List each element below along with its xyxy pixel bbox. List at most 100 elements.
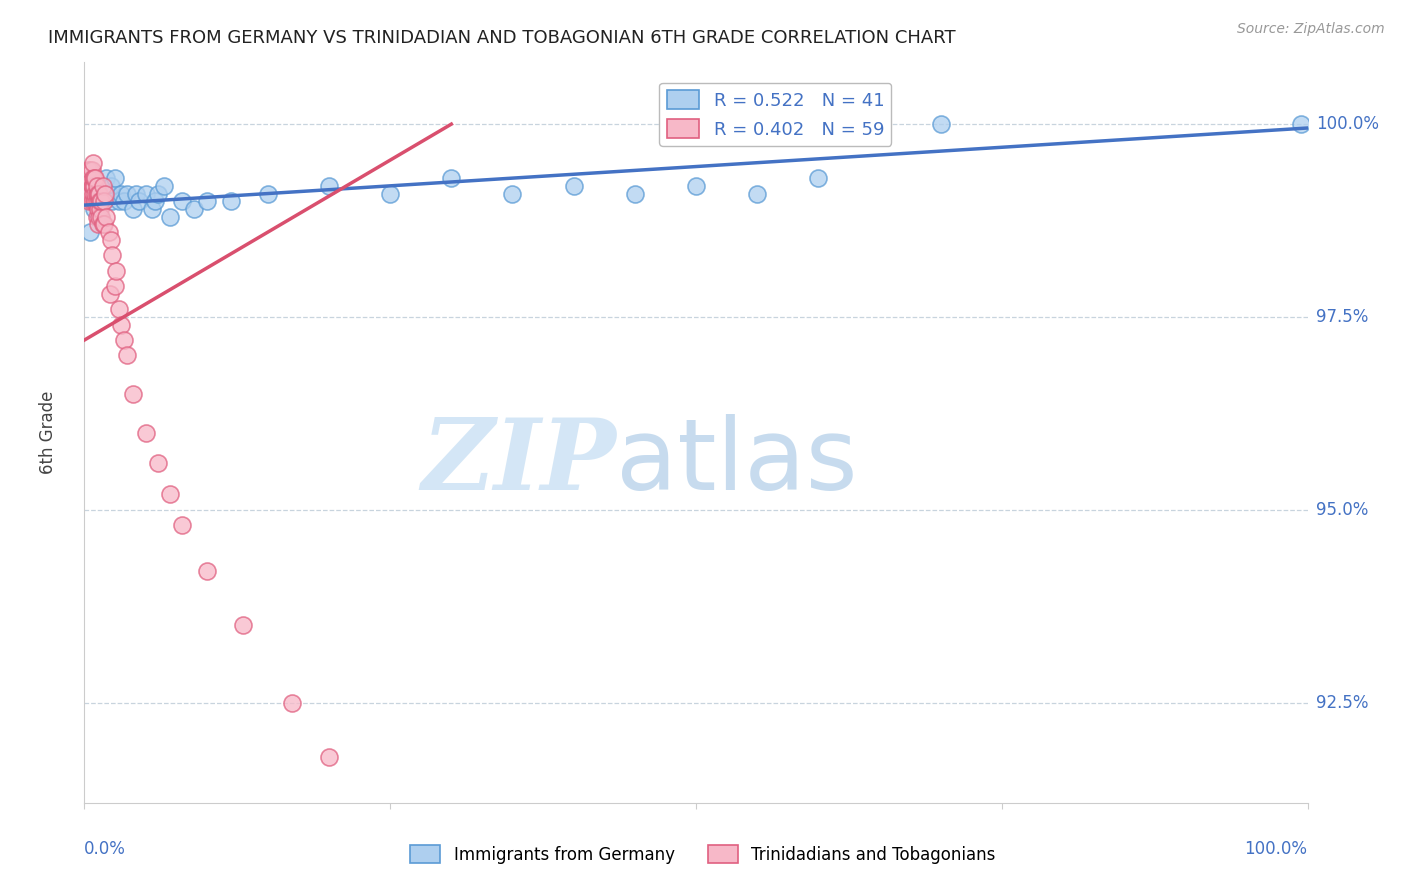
Point (685, 178, 707, 193)
Point (318, 749, 340, 764)
Point (257, 186, 280, 201)
Point (115, 186, 138, 201)
Point (79, 225, 101, 239)
Point (153, 178, 176, 193)
Text: IMMIGRANTS FROM GERMANY VS TRINIDADIAN AND TOBAGONIAN 6TH GRADE CORRELATION CHAR: IMMIGRANTS FROM GERMANY VS TRINIDADIAN A… (48, 29, 955, 47)
Point (84, 194, 107, 209)
Point (380, 186, 402, 201)
Text: ZIP: ZIP (422, 414, 616, 510)
Point (318, 178, 340, 193)
Point (93, 194, 115, 209)
Point (183, 202, 205, 216)
Text: 0.0%: 0.0% (84, 840, 127, 858)
Point (87, 210, 110, 224)
Point (89, 194, 111, 209)
Legend: Immigrants from Germany, Trinidadians and Tobagonians: Immigrants from Germany, Trinidadians an… (404, 838, 1002, 871)
Point (87, 178, 110, 193)
Point (440, 171, 463, 186)
Point (112, 333, 135, 347)
Point (86, 194, 108, 209)
Point (97, 225, 120, 239)
Point (77, 178, 100, 193)
Point (87, 218, 110, 232)
Text: Source: ZipAtlas.com: Source: ZipAtlas.com (1237, 22, 1385, 37)
Point (90, 194, 112, 209)
Point (87, 186, 110, 201)
Point (141, 202, 163, 216)
Text: 6th Grade: 6th Grade (38, 391, 56, 475)
Point (80, 194, 103, 209)
Point (143, 194, 166, 209)
Point (110, 318, 132, 332)
Point (562, 178, 585, 193)
Point (83, 194, 105, 209)
Point (135, 186, 157, 201)
Point (128, 194, 150, 209)
Point (83, 178, 105, 193)
Point (87, 194, 110, 209)
Point (89, 202, 111, 216)
Point (98, 286, 121, 301)
Legend: R = 0.522   N = 41, R = 0.402   N = 59: R = 0.522 N = 41, R = 0.402 N = 59 (659, 83, 891, 145)
Point (77, 163, 100, 178)
Text: 92.5%: 92.5% (1316, 694, 1368, 712)
Point (101, 248, 124, 262)
Point (112, 194, 135, 209)
Point (79, 186, 101, 201)
Point (91, 178, 114, 193)
Point (96, 171, 118, 186)
Point (93, 194, 115, 209)
Point (80, 178, 103, 193)
Point (135, 425, 157, 440)
Point (94, 186, 117, 201)
Point (79, 171, 101, 186)
Point (172, 194, 194, 209)
Point (146, 457, 169, 471)
Text: 97.5%: 97.5% (1316, 308, 1368, 326)
Point (104, 171, 127, 186)
Point (624, 186, 647, 201)
Point (82, 155, 104, 169)
Point (79, 163, 101, 178)
Point (91, 218, 114, 232)
Point (807, 171, 830, 186)
Point (929, 117, 952, 131)
Point (82, 186, 104, 201)
Point (159, 487, 181, 501)
Point (195, 194, 218, 209)
Point (122, 387, 145, 401)
Text: atlas: atlas (616, 414, 858, 511)
Point (80, 163, 103, 178)
Point (90, 210, 112, 224)
Point (82, 171, 104, 186)
Point (146, 186, 169, 201)
Point (172, 518, 194, 533)
Point (502, 186, 524, 201)
Point (77, 171, 100, 186)
Point (122, 202, 145, 216)
Point (97, 186, 120, 201)
Text: 100.0%: 100.0% (1316, 115, 1379, 133)
Point (83, 202, 105, 216)
Point (125, 186, 148, 201)
Point (96, 210, 118, 224)
Point (93, 218, 115, 232)
Point (219, 194, 242, 209)
Point (104, 279, 127, 293)
Point (100, 178, 122, 193)
Point (91, 186, 114, 201)
Point (232, 618, 254, 632)
Text: 100.0%: 100.0% (1244, 840, 1308, 858)
Point (115, 349, 138, 363)
Text: 95.0%: 95.0% (1316, 500, 1368, 519)
Point (84, 171, 107, 186)
Point (110, 186, 132, 201)
Point (159, 210, 181, 224)
Point (100, 233, 122, 247)
Point (107, 302, 129, 317)
Point (86, 186, 108, 201)
Point (107, 194, 129, 209)
Point (84, 186, 107, 201)
Point (195, 565, 218, 579)
Point (1291, 117, 1313, 131)
